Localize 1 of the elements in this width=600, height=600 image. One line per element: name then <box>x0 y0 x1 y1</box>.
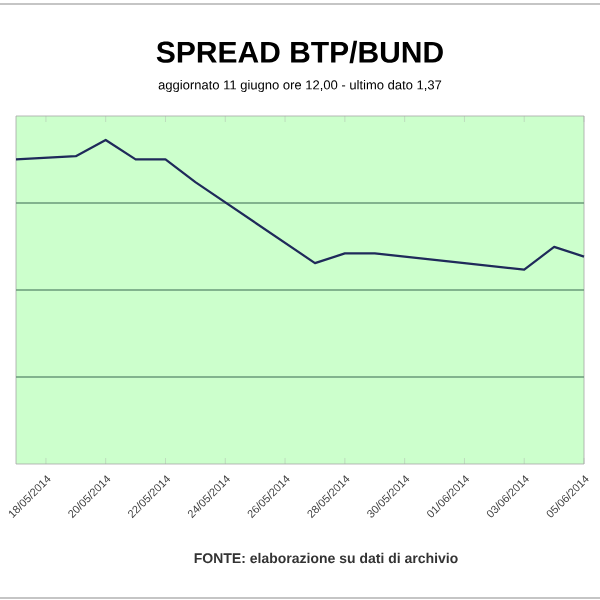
chart-title: SPREAD BTP/BUND <box>156 40 443 64</box>
